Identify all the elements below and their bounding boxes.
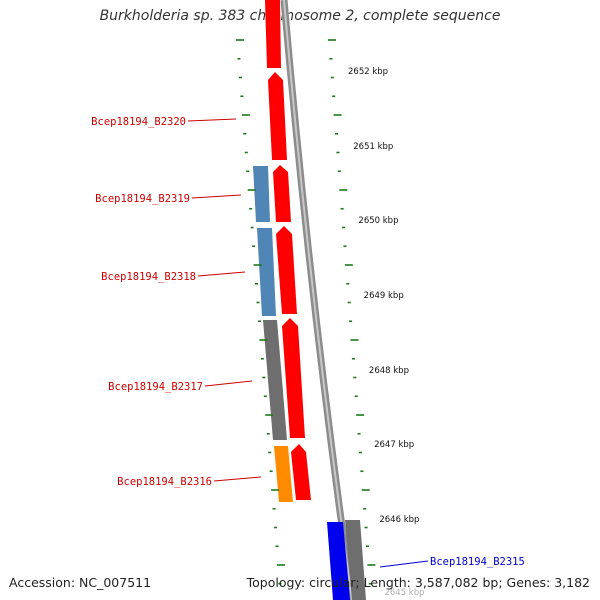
scale-labels: 2652 kbp 2651 kbp 2650 kbp 2649 kbp 2648 kbp…: [348, 67, 425, 598]
gene-block-b2317[interactable]: [282, 318, 305, 438]
gene-label[interactable]: Bcep18194_B2317: [108, 381, 203, 393]
tick-track-left: [236, 39, 285, 585]
gene-block-b2320[interactable]: [268, 72, 287, 160]
gene-block-b2318[interactable]: [276, 226, 297, 314]
gene-label[interactable]: Bcep18194_B2319: [95, 193, 190, 205]
scale-label: 2649 kbp: [364, 291, 404, 301]
reverse-strand-track: [253, 166, 366, 600]
gene-block-gray-2[interactable]: [345, 520, 366, 600]
gene-block-b2316[interactable]: [291, 444, 311, 500]
map-title: Burkholderia sp. 383 chromosome 2, compl…: [99, 8, 501, 24]
chromosome-backbone-highlight: [283, 0, 353, 600]
gene-block-orange[interactable]: [274, 446, 293, 502]
gene-label-leader: [197, 271, 246, 277]
gene-label[interactable]: Bcep18194_B2316: [117, 476, 212, 488]
scale-label: 2651 kbp: [353, 142, 393, 152]
gene-label[interactable]: Bcep18194_B2318: [101, 271, 196, 283]
topology-text: Topology: circular; Length: 3,587,082 bp…: [246, 575, 590, 590]
scale-label: 2645 kbp: [384, 588, 424, 598]
scale-label: 2652 kbp: [348, 67, 388, 77]
gene-block-steelblue-1[interactable]: [253, 166, 270, 222]
gene-label-leader: [204, 380, 253, 387]
gene-label-leader: [213, 476, 262, 482]
gene-block-gray-1[interactable]: [263, 320, 287, 440]
scale-label: 2646 kbp: [379, 515, 419, 525]
gene-block-steelblue-2[interactable]: [257, 228, 276, 316]
accession-text: Accession: NC_007511: [9, 575, 152, 590]
scale-label: 2647 kbp: [374, 440, 414, 450]
gene-label-leader: [191, 194, 242, 199]
gene-labels: Bcep18194_B2320 Bcep18194_B2319 Bcep18194_…: [91, 116, 525, 568]
tick-track-right: [328, 39, 376, 585]
gene-label[interactable]: Bcep18194_B2315: [430, 556, 525, 568]
gene-label[interactable]: Bcep18194_B2320: [91, 116, 186, 128]
gene-label-leader: [187, 118, 237, 122]
gene-block-top-partial[interactable]: [265, 0, 281, 68]
gene-block-b2319[interactable]: [273, 165, 291, 222]
scale-label: 2650 kbp: [358, 216, 398, 226]
gene-label-leader: [379, 560, 429, 568]
forward-strand-track: [265, 0, 311, 500]
scale-label: 2648 kbp: [369, 366, 409, 376]
gene-block-blue[interactable]: [327, 522, 350, 600]
